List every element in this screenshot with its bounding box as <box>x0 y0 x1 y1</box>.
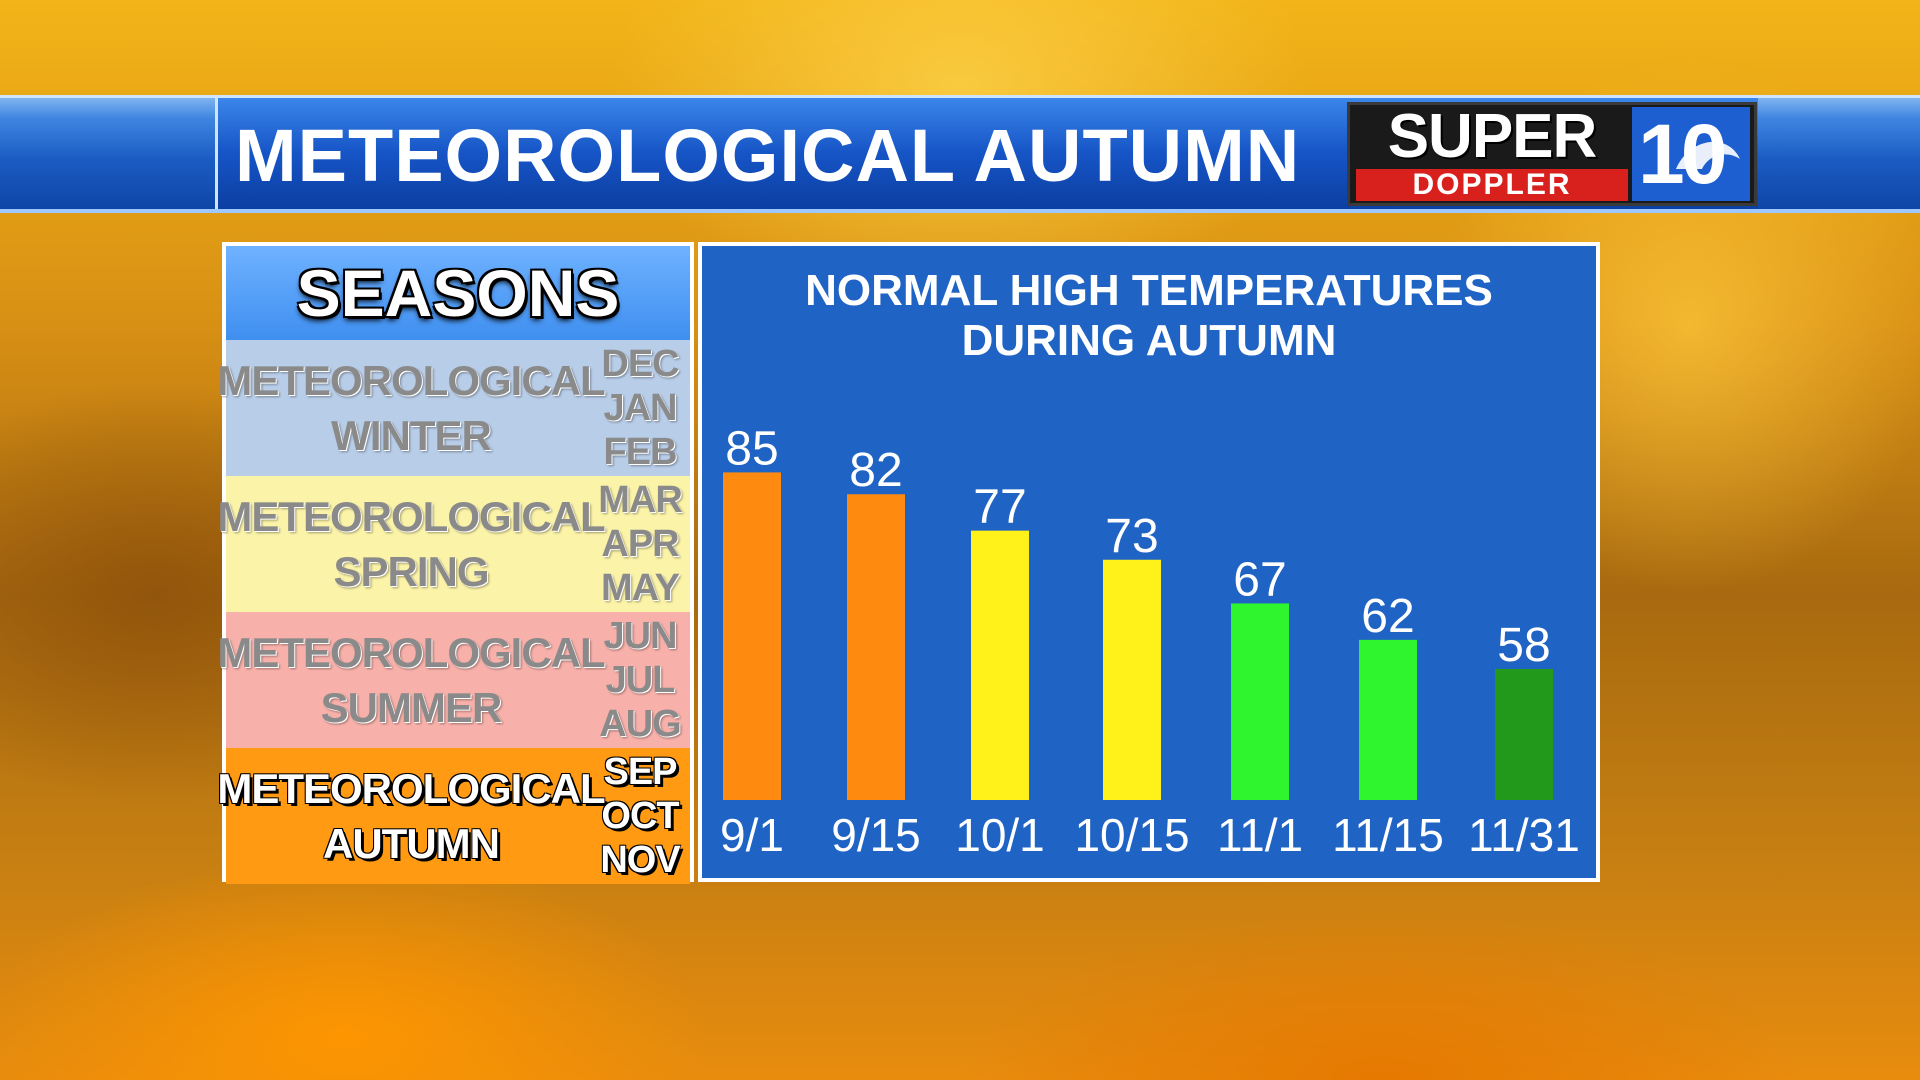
x-tick-label: 9/1 <box>720 809 784 861</box>
bar-10-15 <box>1103 559 1161 800</box>
bar-chart: 85 9/1 82 9/15 77 10/1 73 10/15 67 11/1 62 11/15 58 1… <box>720 422 1580 861</box>
bar-11-15 <box>1359 639 1417 800</box>
season-row: METEOROLOGICAL WINTER DEC JAN FEB <box>217 340 690 476</box>
x-tick-label: 9/15 <box>831 809 921 861</box>
season-month: DEC <box>601 343 679 385</box>
bar-value-label: 62 <box>1361 590 1414 643</box>
season-month: MAR <box>598 479 683 521</box>
logo-channel-mark: 10 <box>1632 107 1750 201</box>
season-name: METEOROLOGICAL WINTER <box>217 357 605 459</box>
station-logo: SUPER DOPPLER 10 <box>1347 102 1757 206</box>
season-months: MAR APR MAY <box>594 476 686 612</box>
bar-value-label: 58 <box>1497 619 1550 672</box>
bar-9-1 <box>723 472 781 800</box>
x-tick-label: 11/31 <box>1468 809 1580 861</box>
season-month: JUN <box>603 615 677 657</box>
bar-11-1 <box>1231 603 1289 800</box>
page-title: METEOROLOGICAL AUTUMN <box>235 114 1301 197</box>
bar-value-label: 73 <box>1105 510 1158 563</box>
season-month: JAN <box>603 387 677 429</box>
season-name: METEOROLOGICAL SUMMER <box>217 629 605 731</box>
season-month: APR <box>601 523 679 565</box>
season-month: FEB <box>603 431 678 473</box>
season-month: SEP <box>603 751 677 793</box>
seasons-title: SEASONS <box>226 246 690 340</box>
bar-10-1 <box>971 530 1029 800</box>
season-row: METEOROLOGICAL AUTUMN SEP OCT NOV <box>217 748 690 884</box>
logo-super-text: SUPER <box>1387 102 1598 171</box>
bar-value-label: 82 <box>849 444 902 497</box>
chart-title-line: NORMAL HIGH TEMPERATURES <box>805 266 1493 315</box>
logo-doppler-text: DOPPLER <box>1356 169 1628 201</box>
seasons-panel: SEASONS METEOROLOGICAL WINTER DEC JAN FEB ME… <box>217 242 694 884</box>
x-tick-label: 11/15 <box>1332 809 1444 861</box>
season-row: METEOROLOGICAL SPRING MAR APR MAY <box>217 476 690 612</box>
season-month: OCT <box>601 795 679 837</box>
chart-title-line: DURING AUTUMN <box>961 316 1337 365</box>
bar-11-31 <box>1495 668 1553 800</box>
season-row: METEOROLOGICAL SUMMER JUN JUL AUG <box>217 612 690 748</box>
season-months: DEC JAN FEB <box>594 340 686 476</box>
bar-value-label: 85 <box>725 422 778 475</box>
season-name: METEOROLOGICAL AUTUMN <box>217 765 605 867</box>
bar-9-15 <box>847 494 905 800</box>
season-months: SEP OCT NOV <box>594 748 686 884</box>
x-tick-label: 10/1 <box>955 809 1045 861</box>
chart-panel: 85 9/1 82 9/15 77 10/1 73 10/15 67 11/1 62 11/15 58 1… <box>698 242 1600 882</box>
season-month: NOV <box>600 839 680 881</box>
bar-value-label: 67 <box>1233 553 1286 606</box>
season-months: JUN JUL AUG <box>594 612 686 748</box>
x-tick-label: 11/1 <box>1217 809 1303 861</box>
season-month: AUG <box>599 703 681 745</box>
x-tick-label: 10/15 <box>1074 809 1189 861</box>
chart-title: NORMAL HIGH TEMPERATURES DURING AUTUMN <box>702 266 1596 366</box>
season-name: METEOROLOGICAL SPRING <box>217 493 605 595</box>
bar-value-label: 77 <box>973 481 1026 534</box>
season-month: JUL <box>605 659 676 701</box>
wave-icon <box>1676 141 1740 169</box>
season-month: MAY <box>601 567 680 609</box>
